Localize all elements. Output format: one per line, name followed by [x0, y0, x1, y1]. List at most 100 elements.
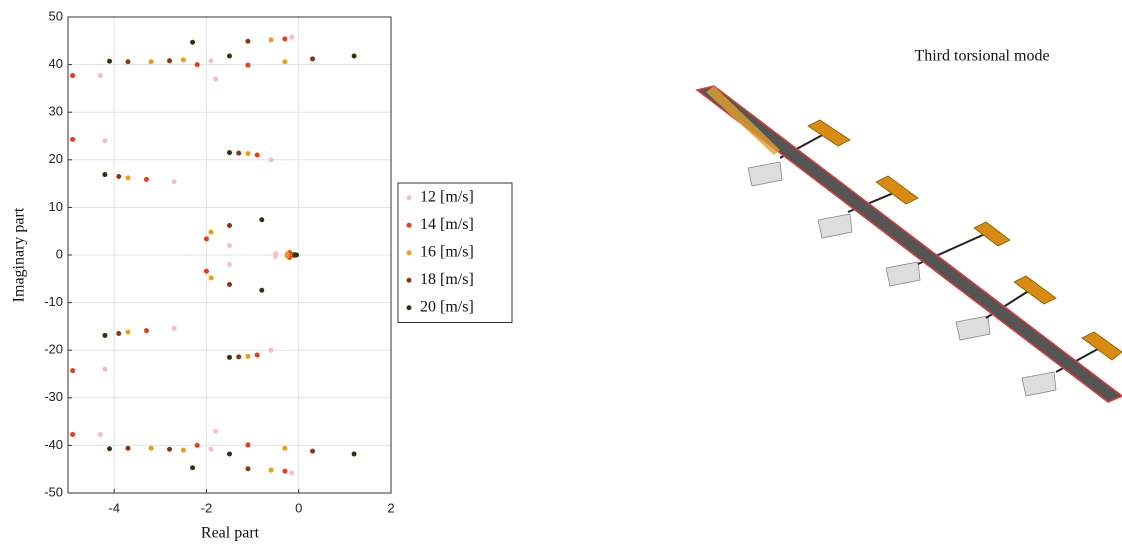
figure: Third torsional mode Real part Imaginary… [0, 0, 1122, 545]
data-point [255, 352, 260, 357]
data-point [125, 175, 130, 180]
data-point [245, 354, 250, 359]
data-point [227, 54, 232, 59]
y-tick-label: 20 [49, 151, 63, 166]
data-point [282, 469, 287, 474]
x-tick-label: -4 [108, 500, 120, 515]
data-point [273, 254, 278, 259]
data-point [102, 138, 107, 143]
data-point [102, 367, 107, 372]
data-point [236, 354, 241, 359]
data-point [213, 429, 218, 434]
y-tick-label: -20 [44, 342, 63, 357]
data-point [352, 54, 357, 59]
data-point [245, 39, 250, 44]
data-point [144, 177, 149, 182]
data-point [209, 275, 214, 280]
data-point [107, 59, 112, 64]
data-point [245, 466, 250, 471]
data-point [107, 446, 112, 451]
data-point [209, 230, 214, 235]
data-point [190, 465, 195, 470]
data-point [352, 451, 357, 456]
data-point [181, 57, 186, 62]
legend-marker [407, 278, 412, 283]
data-point [259, 217, 264, 222]
data-point [98, 73, 103, 78]
data-point [125, 330, 130, 335]
data-point [116, 174, 121, 179]
data-point [213, 76, 218, 81]
data-point [259, 288, 264, 293]
data-point [227, 223, 232, 228]
data-point [204, 236, 209, 241]
data-point [149, 446, 154, 451]
legend-marker [407, 305, 412, 310]
data-point [245, 442, 250, 447]
data-point [269, 157, 274, 162]
data-point [102, 333, 107, 338]
data-point [255, 153, 260, 158]
data-point [282, 36, 287, 41]
data-point [310, 449, 315, 454]
data-point [102, 172, 107, 177]
data-point [209, 58, 214, 63]
data-point [289, 34, 294, 39]
data-point [227, 243, 232, 248]
legend-label: 18 [m/s] [420, 271, 474, 288]
data-point [294, 253, 299, 258]
data-point [269, 348, 274, 353]
data-point [227, 262, 232, 267]
data-point [116, 331, 121, 336]
y-axis-label: Imaginary part [11, 207, 28, 302]
legend-label: 12 [m/s] [420, 188, 474, 205]
y-tick-label: -50 [44, 484, 63, 499]
legend-label: 20 [m/s] [420, 298, 474, 315]
data-point [310, 56, 315, 61]
legend-marker [407, 223, 412, 228]
data-point [190, 40, 195, 45]
data-point [98, 432, 103, 437]
data-point [204, 269, 209, 274]
data-point [167, 447, 172, 452]
legend-marker [407, 250, 412, 255]
data-point [269, 468, 274, 473]
data-point [227, 355, 232, 360]
data-point [125, 446, 130, 451]
data-point [245, 63, 250, 68]
legend-label: 16 [m/s] [420, 243, 474, 260]
data-point [236, 151, 241, 156]
data-point [70, 368, 75, 373]
y-tick-label: -10 [44, 294, 63, 309]
annotation: Third torsional mode [914, 48, 1049, 65]
data-point [172, 326, 177, 331]
data-point [209, 447, 214, 452]
data-point [125, 59, 130, 64]
data-point [282, 446, 287, 451]
data-point [172, 179, 177, 184]
data-point [149, 59, 154, 64]
data-point [167, 58, 172, 63]
y-tick-label: 50 [49, 8, 63, 23]
data-point [227, 282, 232, 287]
data-point [70, 432, 75, 437]
x-tick-label: 0 [295, 500, 302, 515]
data-point [245, 151, 250, 156]
data-point [227, 451, 232, 456]
data-point [269, 37, 274, 42]
data-point [181, 448, 186, 453]
x-tick-label: 2 [387, 500, 394, 515]
legend-marker [407, 195, 412, 200]
x-tick-label: -2 [201, 500, 213, 515]
data-point [144, 328, 149, 333]
y-tick-label: 10 [49, 199, 63, 214]
data-point [289, 471, 294, 476]
y-tick-label: 0 [56, 246, 63, 261]
data-point [282, 59, 287, 64]
data-point [195, 62, 200, 67]
data-point [70, 137, 75, 142]
y-tick-label: -30 [44, 389, 63, 404]
legend-label: 14 [m/s] [420, 216, 474, 233]
data-point [195, 443, 200, 448]
data-point [227, 150, 232, 155]
